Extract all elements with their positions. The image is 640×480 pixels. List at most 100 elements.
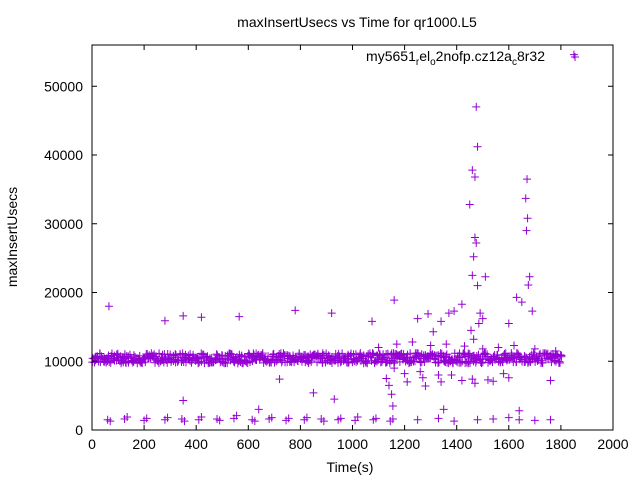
legend-marker [571, 53, 579, 61]
data-point [442, 340, 451, 349]
data-point [434, 371, 443, 379]
legend-text-part: o [430, 57, 436, 68]
x-tick-label: 1200 [389, 436, 420, 452]
data-point [319, 417, 328, 426]
data-point [336, 414, 345, 423]
data-point [416, 367, 425, 376]
data-point [470, 233, 479, 242]
data-point [522, 226, 531, 235]
data-point [258, 349, 267, 358]
data-point [390, 296, 399, 305]
data-point [468, 375, 477, 384]
data-point [424, 309, 433, 318]
data-point [457, 300, 466, 309]
data-point [240, 353, 249, 362]
x-tick-label: 0 [88, 436, 96, 452]
data-point [530, 416, 539, 425]
data-point [254, 405, 263, 414]
data-point [387, 390, 396, 399]
data-point [494, 343, 503, 352]
data-point [512, 293, 521, 302]
data-point [555, 358, 564, 367]
y-tick-label: 30000 [44, 216, 83, 232]
data-point [291, 306, 300, 315]
data-point [400, 369, 409, 378]
data-point [476, 309, 485, 318]
x-tick-label: 2000 [597, 436, 628, 452]
data-point [450, 417, 459, 426]
data-point [447, 371, 456, 379]
data-point [468, 166, 477, 175]
data-point [160, 316, 169, 325]
data-point [388, 401, 397, 410]
data-point [467, 326, 476, 335]
data-point [525, 272, 534, 281]
data-point [450, 307, 459, 316]
data-point [499, 369, 508, 378]
x-tick-label: 200 [132, 436, 156, 452]
data-point [433, 358, 442, 367]
data-point [324, 351, 333, 360]
data-point [388, 415, 397, 423]
data-point [368, 317, 377, 326]
data-point [426, 341, 435, 350]
data-point [363, 359, 372, 368]
data-point [338, 349, 347, 358]
data-point [524, 280, 533, 289]
data-point [410, 353, 419, 362]
data-point [437, 377, 446, 386]
data-point [421, 382, 430, 390]
data-point [537, 356, 546, 365]
data-point [469, 335, 478, 344]
data-point [125, 350, 134, 359]
data-point [418, 373, 427, 382]
y-tick-label: 50000 [44, 78, 83, 94]
y-tick-label: 20000 [44, 285, 83, 301]
data-point [362, 357, 371, 366]
data-point [104, 302, 113, 311]
data-point [235, 312, 244, 321]
data-point [521, 194, 530, 203]
data-point [106, 417, 115, 426]
data-point [197, 412, 206, 421]
chart-title: maxInsertUsecs vs Time for qr1000.L5 [237, 14, 477, 30]
data-point [504, 413, 513, 422]
data-point [267, 413, 276, 422]
data-point [510, 354, 519, 363]
data-point [556, 350, 565, 359]
data-point [334, 349, 343, 358]
legend-text-part: 8r32 [517, 48, 545, 64]
y-tick-label: 0 [75, 422, 83, 438]
data-point [302, 413, 311, 422]
data-point [489, 415, 498, 423]
y-axis-label: maxInsertUsecs [4, 187, 20, 287]
x-tick-label: 1400 [441, 436, 472, 452]
data-point [465, 349, 474, 358]
data-point [530, 344, 539, 353]
data-point [250, 417, 259, 426]
data-point [179, 311, 188, 320]
data-point [468, 271, 477, 280]
data-point [478, 344, 487, 353]
data-point [353, 412, 362, 421]
data-point [457, 376, 466, 385]
x-tick-label: 1600 [493, 436, 524, 452]
data-point [504, 373, 513, 382]
legend-marker-symbol [571, 53, 579, 61]
legend-series-label: my5651relo2nofp.cz12ac8r32 [366, 48, 545, 68]
data-point [437, 349, 446, 358]
data-point [123, 412, 132, 421]
data-point [179, 396, 188, 405]
data-point [470, 379, 479, 388]
data-point [330, 395, 339, 404]
data-point [275, 349, 284, 358]
data-point [371, 414, 380, 423]
data-point [515, 415, 524, 424]
x-tick-label: 1800 [545, 436, 576, 452]
data-point [142, 414, 151, 423]
data-point [473, 142, 482, 151]
data-point [382, 374, 391, 383]
data-point [197, 313, 206, 322]
data-point [327, 309, 336, 318]
